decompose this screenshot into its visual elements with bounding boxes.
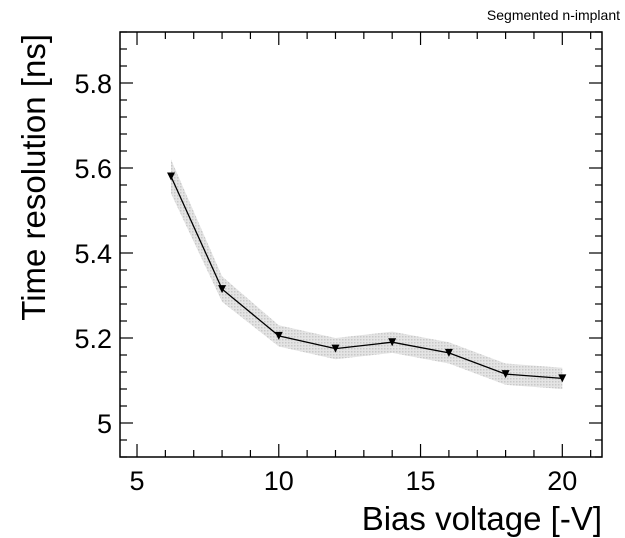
axes [119,31,603,458]
data-point [558,374,567,383]
data-point [444,348,453,357]
tick-labels: 5 10 15 20 5 5.2 5.4 5.6 5.8 [74,69,577,496]
y-tick-label: 5 [97,409,112,439]
y-tick-label: 5.6 [74,154,112,184]
y-axis-title: Time resolution [ns] [15,34,52,321]
series-line-layer [170,176,563,380]
error-band [171,159,563,389]
data-point [167,172,176,181]
series-line [170,176,563,380]
y-tick-label: 5.8 [74,69,112,99]
data-point [274,331,283,340]
x-tick-label: 20 [547,466,577,496]
data-point [218,285,227,294]
data-point [331,344,340,353]
x-tick-label: 10 [264,466,294,496]
corner-label: Segmented n-implant [487,7,620,23]
error-band-layer [171,159,563,389]
data-point [501,370,510,379]
x-tick-label: 15 [406,466,436,496]
x-tick-label: 5 [129,466,144,496]
marker-layer [167,172,567,383]
plot-frame [119,31,603,458]
x-axis-title: Bias voltage [-V] [362,500,602,537]
y-tick-label: 5.2 [74,324,112,354]
data-point [388,338,397,347]
y-tick-label: 5.4 [74,239,112,269]
